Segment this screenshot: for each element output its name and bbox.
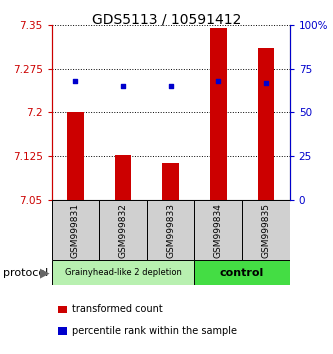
- Text: GSM999833: GSM999833: [166, 202, 175, 258]
- Bar: [67, 112, 84, 200]
- Text: GSM999835: GSM999835: [261, 202, 270, 258]
- Text: Grainyhead-like 2 depletion: Grainyhead-like 2 depletion: [65, 268, 181, 277]
- Text: ▶: ▶: [40, 266, 50, 279]
- Point: [73, 78, 78, 84]
- Text: GSM999831: GSM999831: [71, 202, 80, 258]
- Text: percentile rank within the sample: percentile rank within the sample: [72, 326, 236, 336]
- Bar: [115, 155, 132, 200]
- Text: GSM999834: GSM999834: [214, 202, 223, 258]
- Bar: [162, 163, 179, 200]
- Text: GDS5113 / 10591412: GDS5113 / 10591412: [92, 12, 241, 27]
- Bar: [257, 48, 274, 200]
- Text: transformed count: transformed count: [72, 304, 163, 314]
- Point: [263, 80, 268, 85]
- FancyBboxPatch shape: [194, 260, 290, 285]
- Text: control: control: [220, 268, 264, 278]
- Point: [216, 78, 221, 84]
- Bar: [210, 28, 227, 200]
- FancyBboxPatch shape: [147, 200, 194, 260]
- FancyBboxPatch shape: [52, 260, 194, 285]
- Point: [168, 83, 173, 89]
- Text: GSM999832: GSM999832: [119, 202, 128, 258]
- FancyBboxPatch shape: [194, 200, 242, 260]
- FancyBboxPatch shape: [242, 200, 290, 260]
- Text: protocol: protocol: [3, 268, 49, 278]
- FancyBboxPatch shape: [99, 200, 147, 260]
- Point: [121, 83, 126, 89]
- FancyBboxPatch shape: [52, 200, 99, 260]
